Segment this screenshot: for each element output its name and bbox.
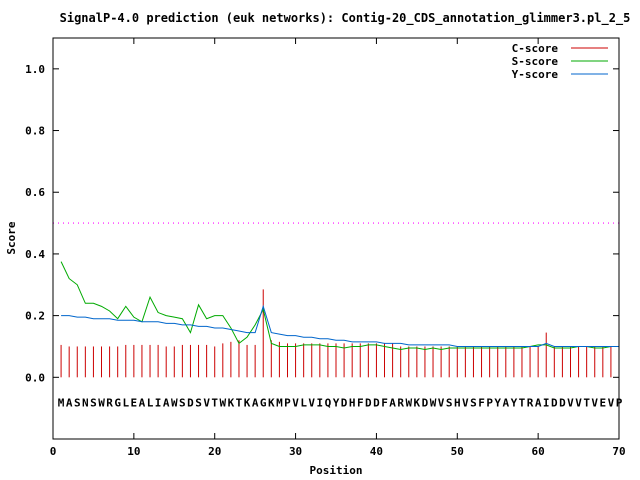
sequence-letter: K — [414, 397, 421, 410]
sequence-letter: V — [292, 397, 299, 410]
sequence-letter: I — [155, 397, 162, 410]
sequence-letter: W — [405, 397, 412, 410]
sequence-letter: A — [66, 397, 73, 410]
sequence-letter: D — [551, 397, 558, 410]
sequence-letter: Y — [494, 397, 501, 410]
sequence-letter: A — [252, 397, 259, 410]
axis-ticks: 0 10 20 30 40 50 60 70 0.0 0.2 0.4 0.6 0.8 1.0 — [25, 38, 626, 458]
sequence-letter: A — [535, 397, 542, 410]
sequence-letter: F — [357, 397, 364, 410]
sequence-letter: W — [171, 397, 178, 410]
sequence-letter: P — [486, 397, 493, 410]
x-tick-label: 0 — [50, 445, 57, 458]
sequence-letter: V — [462, 397, 469, 410]
sequence-letter: V — [438, 397, 445, 410]
sequence-letter: V — [567, 397, 574, 410]
sequence-letter: V — [575, 397, 582, 410]
sequence-letter: K — [268, 397, 275, 410]
sequence-letter: R — [527, 397, 534, 410]
sequence-letter: W — [430, 397, 437, 410]
sequence-letter: N — [82, 397, 89, 410]
sequence-letter: D — [187, 397, 194, 410]
legend-label-c-score: C-score — [512, 42, 559, 55]
x-tick-label: 30 — [289, 445, 302, 458]
y-tick-label: 0.0 — [25, 371, 45, 384]
sequence-letter: G — [114, 397, 121, 410]
x-axis-label: Position — [310, 464, 363, 477]
sequence-letter: K — [228, 397, 235, 410]
y-axis-label: Score — [5, 221, 18, 254]
x-tick-label: 70 — [612, 445, 625, 458]
sequence-letter: T — [211, 397, 218, 410]
sequence-letter: R — [397, 397, 404, 410]
legend-label-y-score: Y-score — [512, 68, 559, 81]
sequence-letter: L — [300, 397, 307, 410]
sequence-letter: Y — [511, 397, 518, 410]
sequence-letter: V — [591, 397, 598, 410]
x-tick-label: 20 — [208, 445, 221, 458]
chart-title: SignalP-4.0 prediction (euk networks): C… — [60, 11, 631, 26]
y-tick-label: 0.8 — [25, 125, 45, 138]
sequence-letter: S — [470, 397, 477, 410]
legend-label-s-score: S-score — [512, 55, 559, 68]
sequence-letter: T — [236, 397, 243, 410]
sequence-letter: H — [454, 397, 461, 410]
sequence-letter: P — [284, 397, 291, 410]
sequence-letter: E — [131, 397, 138, 410]
x-tick-label: 40 — [370, 445, 383, 458]
sequence-letter: I — [543, 397, 550, 410]
sequence-letter: Y — [333, 397, 340, 410]
x-tick-label: 50 — [451, 445, 464, 458]
sequence-letter: L — [122, 397, 129, 410]
y-tick-label: 0.4 — [25, 248, 45, 261]
s-score-line — [60, 261, 619, 351]
sequence-letter: D — [559, 397, 566, 410]
sequence-letter: S — [90, 397, 97, 410]
sequence-letter: D — [341, 397, 348, 410]
y-tick-label: 1.0 — [25, 63, 45, 76]
sequence-letter: M — [276, 397, 283, 410]
sequence-letter: S — [74, 397, 81, 410]
sequence-letter: K — [244, 397, 251, 410]
sequence-letter: G — [260, 397, 267, 410]
plot-frame — [52, 37, 620, 440]
y-tick-label: 0.6 — [25, 186, 45, 199]
sequence-letter: T — [519, 397, 526, 410]
x-tick-label: 10 — [127, 445, 140, 458]
sequence-letter: Q — [325, 397, 332, 410]
sequence-letter: S — [195, 397, 202, 410]
sequence-letter: D — [365, 397, 372, 410]
sequence-letter: D — [373, 397, 380, 410]
sequence-letter: S — [446, 397, 453, 410]
sequence-letter: E — [600, 397, 607, 410]
sequence-letter: W — [219, 397, 226, 410]
y-tick-label: 0.2 — [25, 310, 45, 323]
sequence-letter: W — [98, 397, 105, 410]
sequence-letter: A — [502, 397, 509, 410]
y-score-line — [61, 304, 619, 347]
x-tick-label: 60 — [532, 445, 545, 458]
sequence-letter: A — [163, 397, 170, 410]
sequence-letter: F — [478, 397, 485, 410]
sequence-letter: S — [179, 397, 186, 410]
sequence-letter: M — [58, 397, 65, 410]
sequence-letter: A — [139, 397, 146, 410]
sequence-letter: D — [422, 397, 429, 410]
sequence-letter: L — [147, 397, 154, 410]
sequence-letter: I — [317, 397, 324, 410]
sequence-letter: V — [608, 397, 615, 410]
sequence-letter: V — [203, 397, 210, 410]
sequence-letter: T — [583, 397, 590, 410]
sequence-letter: H — [349, 397, 356, 410]
sequence-letter: A — [389, 397, 396, 410]
sequence-letter: F — [381, 397, 388, 410]
sequence-letter: R — [106, 397, 113, 410]
sequence-letter: V — [308, 397, 315, 410]
